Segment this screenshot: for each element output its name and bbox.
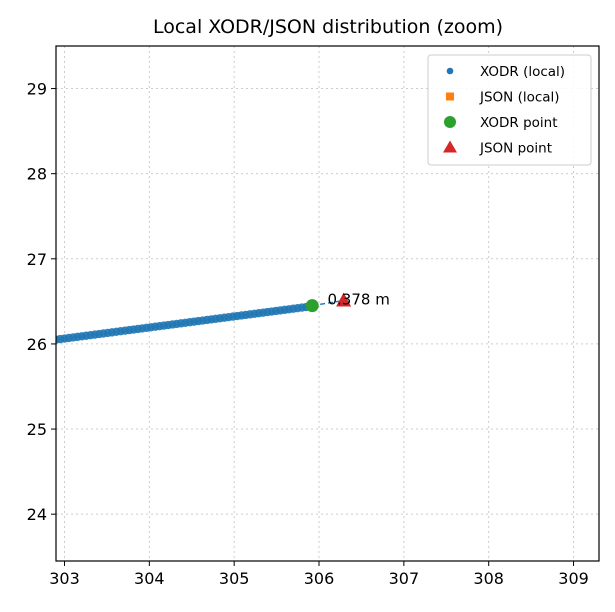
x-tick-label: 308	[473, 569, 504, 588]
legend-label: JSON (local)	[479, 90, 560, 106]
y-tick-label: 29	[27, 80, 47, 99]
legend-marker-xodr-point	[444, 116, 456, 128]
legend-marker-xodr-local	[446, 67, 454, 75]
y-tick-label: 26	[27, 335, 47, 354]
json-point-marker	[336, 292, 352, 307]
legend-label: JSON point	[479, 141, 552, 157]
legend-label: XODR point	[480, 115, 558, 131]
y-tick-label: 28	[27, 165, 47, 184]
plot-frame	[55, 45, 600, 562]
legend-box	[427, 54, 592, 166]
y-tick-label: 24	[27, 505, 47, 524]
x-axis: 303 304 305 306 307 308 309	[49, 561, 589, 588]
x-tick-label: 307	[389, 569, 420, 588]
x-tick-label: 309	[558, 569, 589, 588]
legend-marker-json-point	[443, 140, 457, 153]
distance-connector	[312, 299, 344, 307]
distance-annotation: 0.378 m	[328, 291, 390, 309]
xodr-point-marker	[305, 299, 319, 313]
legend-label: XODR (local)	[480, 64, 565, 80]
y-tick-label: 27	[27, 250, 47, 269]
x-tick-label: 306	[304, 569, 335, 588]
plot-area: 0.378 m	[56, 291, 390, 344]
x-tick-label: 304	[134, 569, 165, 588]
chart-title: Local XODR/JSON distribution (zoom)	[153, 16, 503, 38]
legend-marker-json-local	[446, 92, 454, 101]
x-tick-label: 305	[219, 569, 250, 588]
y-axis: 24 25 26 27 28 29	[27, 80, 56, 524]
legend: XODR (local) JSON (local) XODR point JSON p…	[427, 54, 592, 166]
x-tick-label: 303	[49, 569, 80, 588]
y-tick-label: 25	[27, 420, 47, 439]
